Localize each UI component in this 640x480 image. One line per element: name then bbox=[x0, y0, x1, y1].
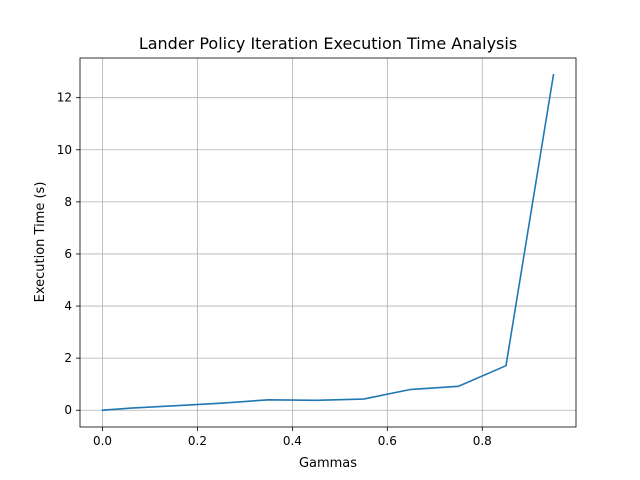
y-tick-label: 2 bbox=[64, 351, 72, 365]
y-tick-label: 8 bbox=[64, 195, 72, 209]
y-tick-label: 12 bbox=[57, 91, 72, 105]
plot-frame bbox=[79, 57, 577, 428]
x-tick-label: 0.6 bbox=[378, 434, 397, 448]
y-tick-label: 4 bbox=[64, 299, 72, 313]
x-axis-ticks: 0.0 0.2 0.4 0.6 0.8 bbox=[93, 427, 492, 448]
series-layer bbox=[101, 73, 555, 412]
x-tick-label: 0.0 bbox=[93, 434, 112, 448]
x-tick-label: 0.4 bbox=[283, 434, 302, 448]
y-tick-label: 0 bbox=[64, 403, 72, 417]
y-tick-label: 6 bbox=[64, 247, 72, 261]
x-tick-label: 0.2 bbox=[188, 434, 207, 448]
chart-title: Lander Policy Iteration Execution Time A… bbox=[139, 34, 517, 53]
x-axis-label: Gammas bbox=[299, 456, 357, 471]
grid-lines bbox=[80, 58, 576, 427]
x-tick-label: 0.8 bbox=[473, 434, 492, 448]
y-axis-ticks: 0 2 4 6 8 10 12 bbox=[57, 91, 80, 417]
series-line bbox=[101, 73, 555, 412]
y-tick-label: 10 bbox=[57, 143, 72, 157]
y-axis-label: Execution Time (s) bbox=[33, 182, 48, 303]
